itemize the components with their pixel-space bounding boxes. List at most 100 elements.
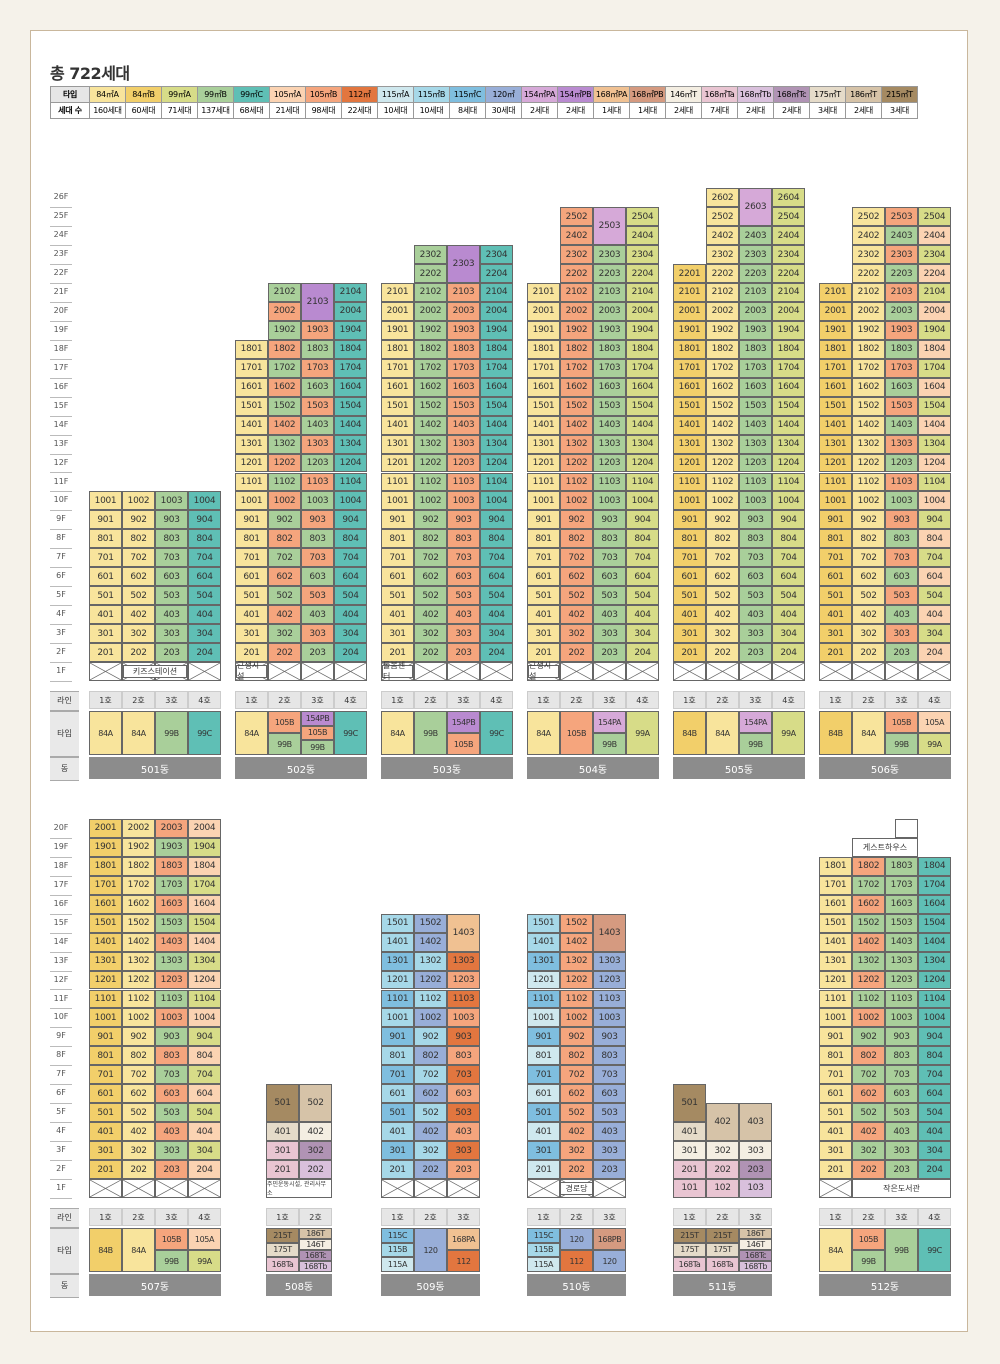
unit-504동-203[interactable]: 203 <box>593 643 626 662</box>
unit-503동-1004[interactable]: 1004 <box>480 491 513 511</box>
unit-506동-2204[interactable]: 2204 <box>918 264 951 283</box>
unit-506동-1003[interactable]: 1003 <box>885 491 918 511</box>
unit-503동-902[interactable]: 902 <box>414 510 447 530</box>
unit-511-301[interactable]: 301 <box>673 1141 706 1161</box>
unit-509동-903[interactable]: 903 <box>447 1027 480 1047</box>
unit-504동-1301[interactable]: 1301 <box>527 434 560 454</box>
unit-501동-203[interactable]: 203 <box>155 643 188 662</box>
unit-506동-603[interactable]: 603 <box>885 567 918 587</box>
unit-504동-902[interactable]: 902 <box>560 510 593 530</box>
unit-503동-403[interactable]: 403 <box>447 605 480 625</box>
unit-512-1603[interactable]: 1603 <box>885 894 918 914</box>
unit-502동-1602[interactable]: 1602 <box>268 377 301 397</box>
unit-504동-2304[interactable]: 2304 <box>626 245 659 265</box>
unit-506동-901[interactable]: 901 <box>819 510 852 530</box>
unit-511-203[interactable]: 203 <box>739 1160 772 1179</box>
unit-506동-201[interactable]: 201 <box>819 643 852 662</box>
unit-507-1103[interactable]: 1103 <box>155 989 188 1009</box>
unit-506동-701[interactable]: 701 <box>819 548 852 568</box>
unit-503동-401[interactable]: 401 <box>381 605 414 625</box>
unit-503동-1403[interactable]: 1403 <box>447 415 480 435</box>
unit-506동-903[interactable]: 903 <box>885 510 918 530</box>
unit-504동-1801[interactable]: 1801 <box>527 339 560 359</box>
unit-502동-503[interactable]: 503 <box>301 586 334 606</box>
unit-505동-2001[interactable]: 2001 <box>673 301 706 321</box>
unit-505동-2303[interactable]: 2303 <box>739 245 772 265</box>
unit-507-201[interactable]: 201 <box>89 1160 122 1179</box>
unit-505동-303[interactable]: 303 <box>739 624 772 644</box>
unit-507-601[interactable]: 601 <box>89 1084 122 1104</box>
unit-503동-1903[interactable]: 1903 <box>447 320 480 340</box>
unit-512-704[interactable]: 704 <box>918 1065 951 1085</box>
unit-507-1601[interactable]: 1601 <box>89 894 122 914</box>
unit-503동-1604[interactable]: 1604 <box>480 377 513 397</box>
unit-503동-2001[interactable]: 2001 <box>381 301 414 321</box>
unit-504동-1701[interactable]: 1701 <box>527 358 560 378</box>
unit-504동-2402[interactable]: 2402 <box>560 226 593 246</box>
unit-506동-2004[interactable]: 2004 <box>918 301 951 321</box>
unit-503동-1202[interactable]: 1202 <box>414 453 447 473</box>
unit-504동-2001[interactable]: 2001 <box>527 301 560 321</box>
unit-507-2001[interactable]: 2001 <box>89 818 122 838</box>
unit-504동-302[interactable]: 302 <box>560 624 593 644</box>
unit-503동-602[interactable]: 602 <box>414 567 447 587</box>
unit-504동-903[interactable]: 903 <box>593 510 626 530</box>
unit-504동-1802[interactable]: 1802 <box>560 339 593 359</box>
unit-512-1001[interactable]: 1001 <box>819 1008 852 1028</box>
unit-506동-1804[interactable]: 1804 <box>918 339 951 359</box>
unit-504동-1201[interactable]: 1201 <box>527 453 560 473</box>
unit-503동-2003[interactable]: 2003 <box>447 301 480 321</box>
unit-505동-703[interactable]: 703 <box>739 548 772 568</box>
unit-509동-403[interactable]: 403 <box>447 1122 480 1142</box>
unit-506동-1604[interactable]: 1604 <box>918 377 951 397</box>
unit-504동-702[interactable]: 702 <box>560 548 593 568</box>
unit-502동-1103[interactable]: 1103 <box>301 472 334 492</box>
unit-505동-904[interactable]: 904 <box>772 510 805 530</box>
unit-502동-1204[interactable]: 1204 <box>334 453 367 473</box>
unit-504동-1204[interactable]: 1204 <box>626 453 659 473</box>
unit-504동-2502[interactable]: 2502 <box>560 207 593 227</box>
unit-504동-2204[interactable]: 2204 <box>626 264 659 283</box>
unit-503동-1301[interactable]: 1301 <box>381 434 414 454</box>
unit-512-1503[interactable]: 1503 <box>885 913 918 933</box>
unit-509동-1003[interactable]: 1003 <box>447 1008 480 1028</box>
unit-506동-503[interactable]: 503 <box>885 586 918 606</box>
unit-512-1702[interactable]: 1702 <box>852 875 885 895</box>
unit-505동-2003[interactable]: 2003 <box>739 301 772 321</box>
unit-505동-1404[interactable]: 1404 <box>772 415 805 435</box>
unit-512-601[interactable]: 601 <box>819 1084 852 1104</box>
unit-502동-1702[interactable]: 1702 <box>268 358 301 378</box>
unit-503동-1601[interactable]: 1601 <box>381 377 414 397</box>
unit-506동-302[interactable]: 302 <box>852 624 885 644</box>
unit-503동-901[interactable]: 901 <box>381 510 414 530</box>
unit-504동-1103[interactable]: 1103 <box>593 472 626 492</box>
unit-512-1203[interactable]: 1203 <box>885 970 918 990</box>
unit-512-901[interactable]: 901 <box>819 1027 852 1047</box>
unit-505동-1004[interactable]: 1004 <box>772 491 805 511</box>
unit-512-1304[interactable]: 1304 <box>918 951 951 971</box>
unit-510동-803[interactable]: 803 <box>593 1046 626 1066</box>
unit-512-1803[interactable]: 1803 <box>885 856 918 876</box>
unit-512-1604[interactable]: 1604 <box>918 894 951 914</box>
unit-503동-1804[interactable]: 1804 <box>480 339 513 359</box>
unit-502동-202[interactable]: 202 <box>268 643 301 662</box>
unit-503동-1003[interactable]: 1003 <box>447 491 480 511</box>
unit-505동-1801[interactable]: 1801 <box>673 339 706 359</box>
unit-503동-603[interactable]: 603 <box>447 567 480 587</box>
unit-510동-1203[interactable]: 1203 <box>593 970 626 990</box>
unit-503동-1001[interactable]: 1001 <box>381 491 414 511</box>
unit-512-701[interactable]: 701 <box>819 1065 852 1085</box>
unit-509동-401[interactable]: 401 <box>381 1122 414 1142</box>
unit-510동-603[interactable]: 603 <box>593 1084 626 1104</box>
unit-503동-1102[interactable]: 1102 <box>414 472 447 492</box>
unit-505동-1703[interactable]: 1703 <box>739 358 772 378</box>
unit-503동-1503[interactable]: 1503 <box>447 396 480 416</box>
unit-506동-1103[interactable]: 1103 <box>885 472 918 492</box>
unit-507-901[interactable]: 901 <box>89 1027 122 1047</box>
unit-510동-601[interactable]: 601 <box>527 1084 560 1104</box>
unit-502동-2002[interactable]: 2002 <box>268 301 301 321</box>
unit-505동-1603[interactable]: 1603 <box>739 377 772 397</box>
unit-505동-2002[interactable]: 2002 <box>706 301 739 321</box>
unit-504동-602[interactable]: 602 <box>560 567 593 587</box>
unit-506동-2003[interactable]: 2003 <box>885 301 918 321</box>
